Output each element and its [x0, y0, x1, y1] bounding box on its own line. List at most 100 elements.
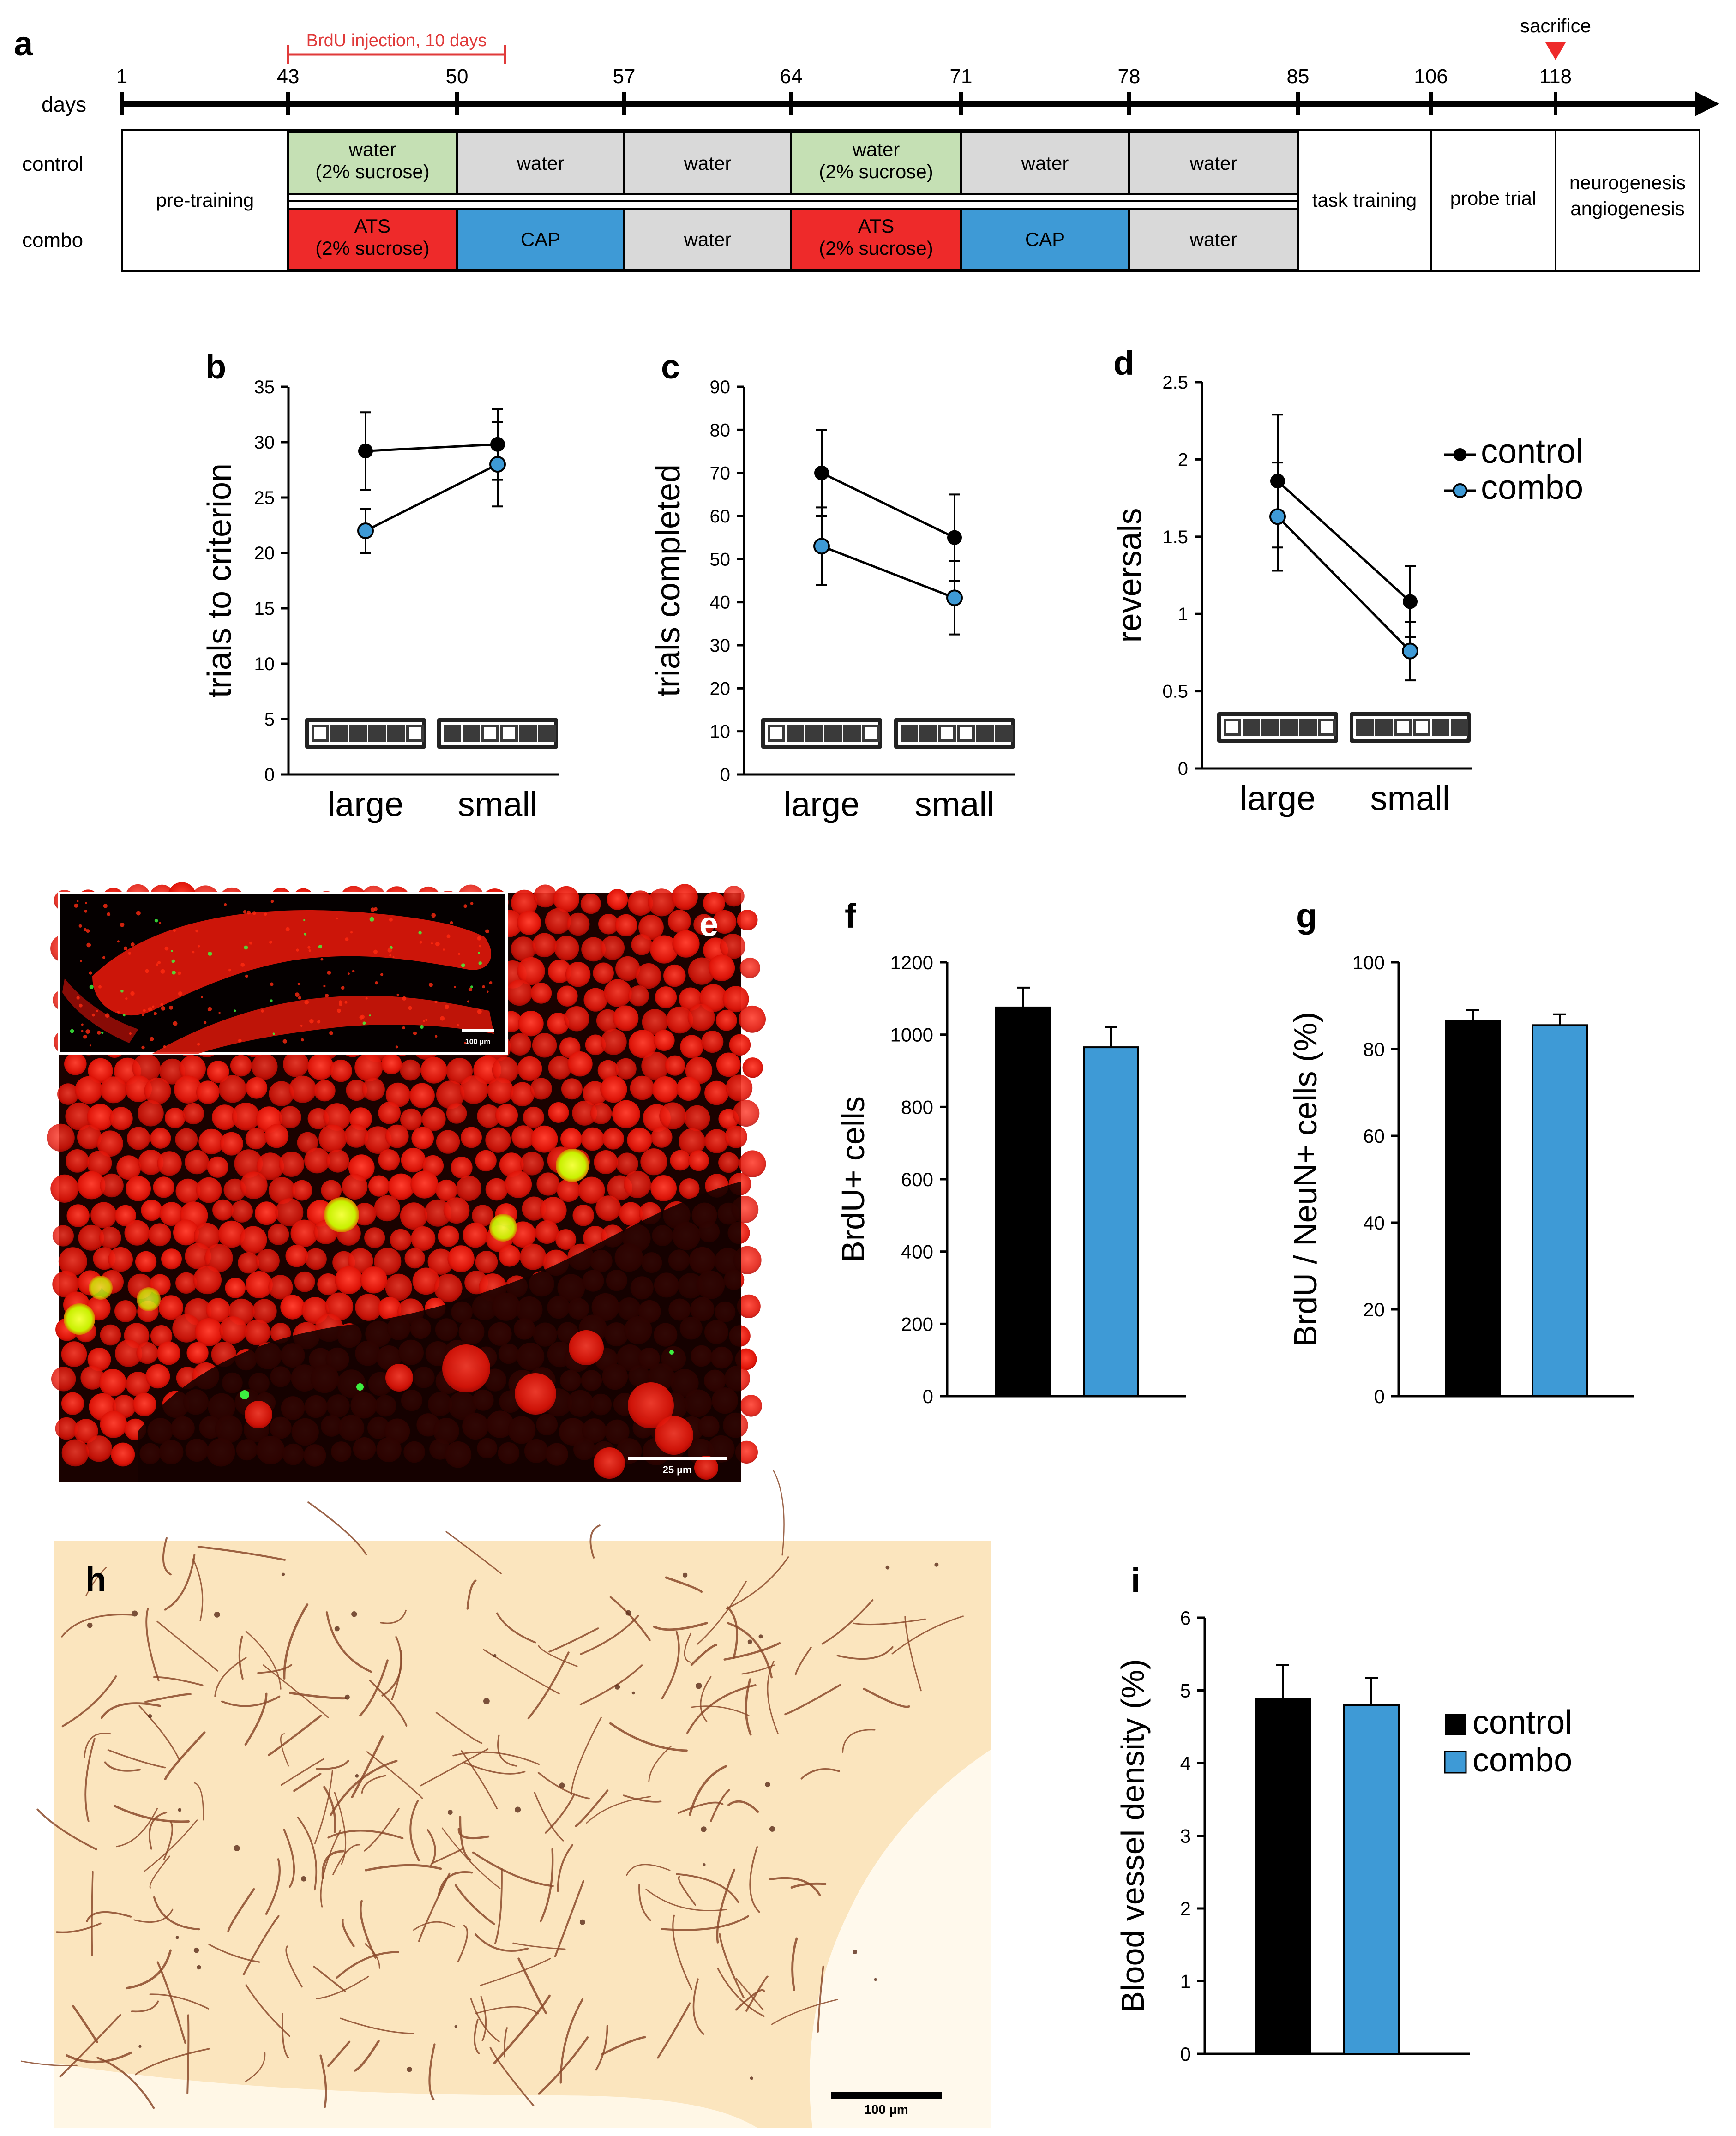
maze-icon-large-cell	[843, 725, 861, 742]
inset-cell-dot	[270, 900, 274, 903]
blood-vessel	[197, 1546, 286, 1561]
inset-cell-dot	[423, 1020, 426, 1022]
nucleus	[234, 1149, 263, 1178]
vessel-dot	[853, 1950, 858, 1955]
inset-cell-dot	[240, 963, 245, 967]
nucleus	[655, 1416, 693, 1455]
blood-vessel	[208, 1944, 260, 1963]
nucleus	[111, 1442, 135, 1467]
blood-vessel	[238, 1635, 244, 1680]
bar-combo	[1083, 1046, 1139, 1397]
blood-vessel	[59, 2014, 121, 2078]
inset-cell-dot	[78, 924, 82, 928]
nucleus	[400, 1059, 421, 1081]
inset-cell-dot	[218, 1012, 221, 1014]
blood-vessel	[149, 1993, 210, 2010]
blood-vessel	[336, 1951, 399, 1979]
blood-vessel	[268, 1715, 322, 1757]
timeline-cell-label: water	[517, 152, 565, 174]
inset-cell-dot	[128, 952, 131, 955]
inset-cell-dot	[300, 1025, 303, 1027]
inset-cell-dot	[270, 999, 273, 1002]
timeline-cell-label: CAP	[521, 228, 560, 250]
vessel-dot	[758, 1634, 763, 1639]
y-tick-label: 70	[710, 463, 731, 484]
blood-vessel	[245, 1984, 290, 2037]
nucleus	[318, 1124, 347, 1153]
inset-cell-dot	[482, 985, 485, 989]
vessel-dot	[493, 1654, 497, 1658]
inset-cell-dot	[85, 1029, 90, 1034]
nucleus	[378, 1102, 401, 1124]
vessel-dot	[559, 1782, 565, 1788]
blood-vessel	[428, 2043, 436, 2100]
blood-vessel	[307, 1501, 367, 1555]
blood-vessel	[716, 1868, 736, 1944]
blood-vessel	[330, 1760, 398, 1816]
nucleus	[330, 1059, 352, 1082]
series-line-control	[821, 472, 955, 539]
nucleus	[175, 1178, 201, 1204]
blood-vessel	[457, 1925, 469, 1963]
nucleus	[212, 1104, 238, 1130]
nucleus	[65, 1102, 93, 1130]
panel-label-b: b	[205, 348, 226, 386]
blood-vessel	[791, 1937, 798, 1991]
nucleus	[212, 1199, 234, 1221]
nucleus	[404, 1248, 425, 1269]
y-tick-label: 60	[1363, 1125, 1385, 1147]
inset-cell-dot	[270, 982, 274, 986]
y-tick-label: 100	[1352, 952, 1385, 973]
blood-vessel	[638, 1883, 651, 1921]
nucleus	[47, 1123, 75, 1152]
blood-vessel	[153, 1896, 200, 1931]
panel-label-a: a	[14, 24, 33, 63]
inset-cell-dot	[172, 971, 176, 975]
y-tick-label: 40	[1363, 1212, 1385, 1234]
nucleus	[165, 1107, 186, 1128]
vessel-dot	[701, 1826, 707, 1832]
blood-vessel	[749, 1846, 760, 1913]
vessel-dot	[747, 1639, 752, 1644]
y-axis-label: trials to criterion	[201, 463, 238, 698]
nucleus	[231, 1200, 253, 1223]
timeline-arrowhead	[1695, 91, 1719, 116]
blood-vessel	[281, 1758, 324, 1786]
blood-vessel	[538, 1645, 578, 1667]
blood-vessel	[496, 1612, 536, 1644]
nucleus	[207, 1061, 229, 1083]
nucleus	[254, 1201, 278, 1225]
blood-vessel	[665, 1576, 703, 1593]
inset-cell-dot	[79, 1003, 83, 1008]
y-tick-label: 0	[1178, 759, 1188, 779]
nucleus	[548, 1056, 572, 1080]
nucleus	[52, 1225, 74, 1247]
y-tick-label: 15	[254, 599, 275, 619]
nucleus	[256, 1249, 280, 1273]
nucleus	[385, 1124, 409, 1148]
nucleus	[364, 1126, 392, 1154]
nucleus	[305, 1248, 327, 1270]
y-tick-label: 1	[1180, 1971, 1191, 1992]
brdu-neun-cell	[324, 1197, 359, 1232]
y-tick-label: 30	[254, 432, 275, 453]
data-point-combo	[1402, 642, 1418, 660]
bar-combo	[1532, 1024, 1588, 1398]
series-line-combo	[1277, 516, 1411, 652]
maze-icon-small-lit	[1416, 721, 1428, 733]
blood-vessel	[227, 1888, 255, 1932]
nucleus	[185, 1243, 211, 1270]
nucleus	[530, 1078, 552, 1100]
inset-cell-dot	[463, 904, 468, 908]
blood-vessel	[162, 1537, 172, 1576]
inset-cell-dot	[130, 991, 135, 996]
inset-cell-dot	[136, 911, 141, 916]
nucleus	[492, 1056, 519, 1084]
nucleus	[353, 1203, 376, 1226]
inset-cell-dot	[81, 1023, 84, 1026]
blood-vessel	[736, 1978, 764, 2011]
blood-vessel	[334, 1792, 347, 1865]
nucleus	[290, 1219, 318, 1247]
sacrifice-label: sacrifice	[1520, 15, 1591, 36]
nucleus	[194, 1318, 223, 1346]
